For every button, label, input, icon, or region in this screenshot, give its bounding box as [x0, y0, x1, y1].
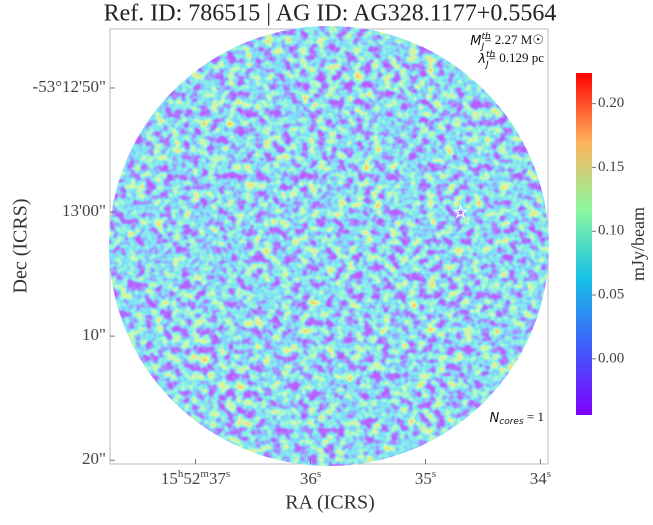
y-tick-label: 10" [82, 325, 106, 344]
colorbar-tick-label: 0.20 [598, 95, 624, 111]
annotation-symbol: λ [477, 52, 486, 67]
annotation-sub: J [484, 60, 489, 70]
y-tick-label: 13'00" [62, 201, 106, 220]
colorbar-tick-label: 0.00 [598, 350, 624, 366]
annotation-sub: J [480, 42, 485, 52]
annotation-sup: th [482, 32, 492, 42]
colorbar-tick-label: 0.05 [598, 286, 624, 302]
x-axis-label: RA (ICRS) [285, 492, 374, 514]
y-tick-label: 20" [82, 449, 106, 468]
y-tick-label: -53°12'50" [33, 77, 106, 96]
annotation-symbol: N [490, 411, 500, 426]
x-tick-label: 36s [300, 468, 321, 488]
y-axis-label: Dec (ICRS) [10, 199, 32, 294]
annotation-sub: cores [499, 417, 524, 427]
chart-title: Ref. ID: 786515 | AG ID: AG328.1177+0.55… [104, 1, 557, 27]
x-tick-label: 34s [530, 468, 551, 488]
colorbar [576, 73, 592, 415]
colorbar-label: mJy/beam [628, 207, 648, 281]
x-tick-label: 15h52m37s [161, 468, 230, 488]
annotation-text: = 2.27 M☉ [484, 32, 544, 47]
colorbar-tick-label: 0.15 [598, 159, 624, 175]
annotation-ncores: Ncores = 1 [490, 409, 544, 427]
annotation-text: = 1 [524, 409, 544, 424]
annotation-length: λth J= 0.129 pc [477, 50, 544, 70]
annotation-text: = 0.129 pc [489, 50, 545, 65]
annotation-mass: Mth J= 2.27 M☉ [470, 32, 544, 52]
core-marker [453, 204, 469, 219]
colorbar-tick-label: 0.10 [598, 223, 624, 239]
intensity-map [109, 26, 549, 466]
annotation-sup: th [486, 50, 496, 60]
annotation-symbol: M [470, 34, 481, 49]
x-tick-label: 35s [415, 468, 436, 488]
